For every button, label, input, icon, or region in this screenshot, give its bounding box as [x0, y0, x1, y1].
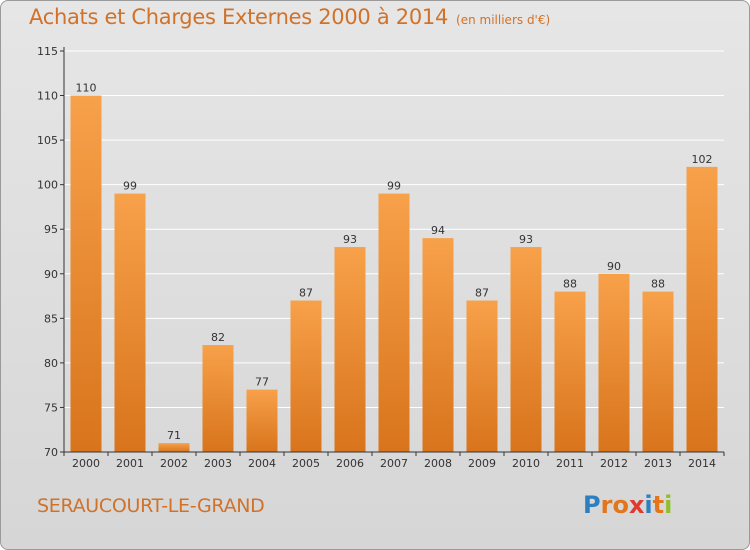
logo-letter: i	[664, 491, 673, 519]
bar	[202, 345, 234, 452]
data-label: 82	[211, 331, 225, 344]
bar	[70, 95, 102, 453]
bar	[246, 389, 278, 452]
x-tick-label: 2001	[116, 457, 144, 470]
x-tick-label: 2014	[688, 457, 716, 470]
x-tick-label: 2000	[72, 457, 100, 470]
data-label: 110	[76, 82, 97, 95]
bar	[466, 300, 498, 452]
bar	[422, 238, 454, 452]
x-tick-label: 2007	[380, 457, 408, 470]
bar	[114, 193, 146, 453]
chart-subtitle: (en milliers d'€)	[456, 13, 551, 27]
bar	[334, 247, 366, 452]
data-label: 90	[607, 260, 621, 273]
chart-title: Achats et Charges Externes 2000 à 2014 (e…	[29, 5, 550, 29]
bar	[510, 247, 542, 452]
x-tick-label: 2002	[160, 457, 188, 470]
x-tick-label: 2008	[424, 457, 452, 470]
bar	[686, 166, 718, 452]
y-tick-label: 115	[37, 45, 58, 58]
x-tick-label: 2004	[248, 457, 276, 470]
logo-letter: o	[612, 491, 629, 519]
bar	[642, 291, 674, 452]
x-tick-label: 2012	[600, 457, 628, 470]
bar	[554, 291, 586, 452]
y-tick-label: 90	[44, 268, 58, 281]
data-label: 77	[255, 376, 269, 389]
logo-letter: r	[600, 491, 613, 519]
x-tick-label: 2003	[204, 457, 232, 470]
logo-letter: x	[628, 491, 645, 519]
data-label: 93	[519, 233, 533, 246]
y-tick-label: 100	[37, 179, 58, 192]
data-label: 99	[387, 180, 401, 193]
data-label: 87	[299, 287, 313, 300]
bar	[378, 193, 410, 453]
bar	[598, 273, 630, 452]
data-label: 94	[431, 224, 445, 237]
data-label: 71	[167, 429, 181, 442]
y-tick-label: 95	[44, 223, 58, 236]
data-label: 87	[475, 287, 489, 300]
y-tick-label: 70	[44, 446, 58, 459]
logo-letter: i	[644, 491, 653, 519]
bar	[158, 443, 190, 452]
y-tick-label: 80	[44, 357, 58, 370]
city-name: SERAUCOURT-LE-GRAND	[37, 495, 265, 517]
data-label: 99	[123, 180, 137, 193]
logo-letter: t	[652, 491, 665, 519]
proxiti-logo: Proxiti	[583, 491, 672, 519]
x-tick-label: 2011	[556, 457, 584, 470]
y-tick-label: 110	[37, 90, 58, 103]
x-tick-label: 2010	[512, 457, 540, 470]
data-label: 88	[651, 278, 665, 291]
x-tick-label: 2006	[336, 457, 364, 470]
x-tick-label: 2005	[292, 457, 320, 470]
chart-title-text: Achats et Charges Externes 2000 à 2014	[29, 5, 449, 29]
data-label: 88	[563, 278, 577, 291]
y-tick-label: 75	[44, 401, 58, 414]
data-label: 93	[343, 233, 357, 246]
y-tick-label: 105	[37, 134, 58, 147]
bar	[290, 300, 322, 452]
y-tick-label: 85	[44, 312, 58, 325]
x-tick-label: 2013	[644, 457, 672, 470]
x-tick-label: 2009	[468, 457, 496, 470]
data-label: 102	[692, 153, 713, 166]
logo-letter: P	[583, 491, 601, 519]
